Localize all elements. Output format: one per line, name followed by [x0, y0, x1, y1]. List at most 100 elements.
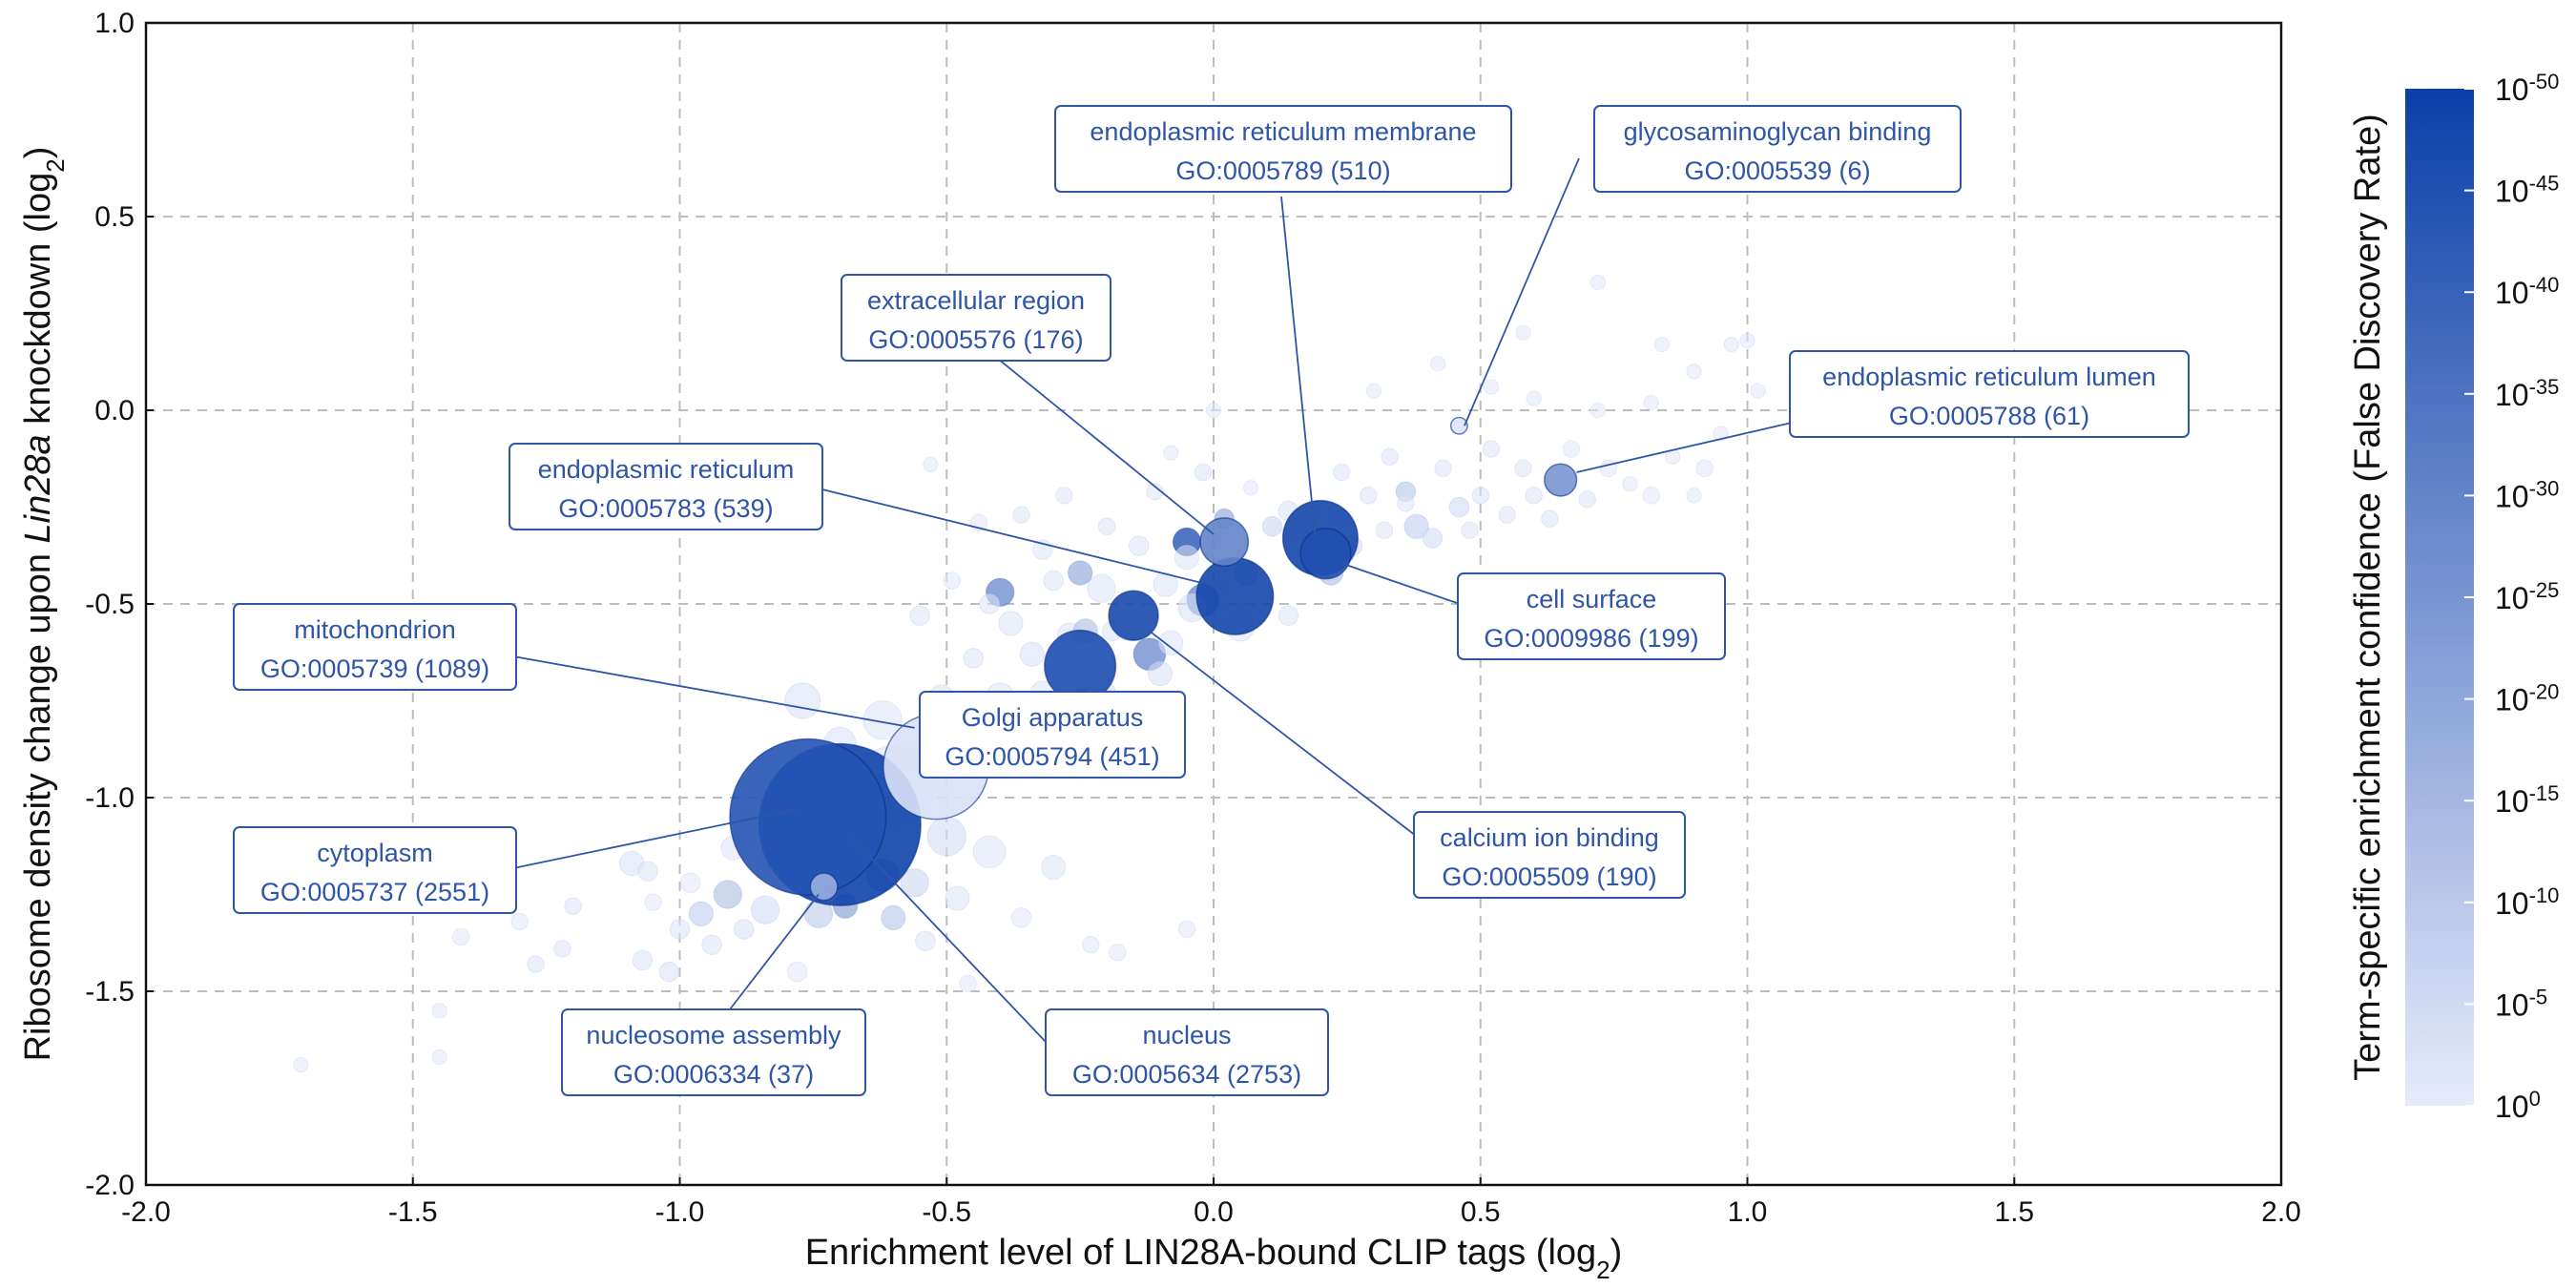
annotation-term-id: GO:0005576 (176)	[868, 325, 1083, 354]
term-bubble	[1153, 571, 1178, 597]
term-bubble	[1158, 630, 1184, 655]
term-bubble	[1097, 517, 1116, 536]
y-axis-ticks: 1.0 0.5 0.0 -0.5 -1.0 -1.5 -2.0	[85, 8, 154, 1201]
annotation-term-id: GO:0005789 (510)	[1175, 156, 1390, 185]
term-bubble	[1589, 402, 1606, 419]
y-tick-label: 0.0	[94, 395, 135, 426]
annotation-term-name: mitochondrion	[294, 615, 456, 644]
annotation-box	[233, 603, 517, 691]
annotated-term-bubble	[1195, 556, 1275, 635]
term-bubble	[632, 949, 654, 971]
term-bubble	[862, 700, 903, 740]
x-tick-label: 1.0	[1728, 1196, 1768, 1228]
term-bubble	[431, 1003, 447, 1019]
annotation-term-id: GO:0009986 (199)	[1484, 624, 1698, 653]
term-bubble	[1643, 394, 1659, 411]
term-bubble	[1055, 487, 1073, 505]
annotated-term-bubble	[809, 872, 839, 902]
bubble-layer	[293, 274, 1766, 1073]
colorbar-bar	[2405, 89, 2474, 1106]
annotated-term-bubble	[1299, 528, 1352, 580]
annotation-term-name: nucleus	[1142, 1021, 1231, 1049]
term-bubble	[1653, 336, 1671, 353]
term-bubble	[527, 955, 545, 973]
term-bubble	[637, 861, 658, 882]
term-bubble	[553, 940, 571, 958]
term-bubble	[943, 571, 962, 590]
colorbar-tick-label: 10-45	[2495, 171, 2559, 209]
term-bubble	[1622, 476, 1638, 492]
term-bubble	[1333, 463, 1351, 482]
term-bubble	[881, 904, 906, 930]
term-bubble	[1562, 440, 1581, 458]
annotated-term-bubble	[729, 737, 887, 896]
term-bubble	[1147, 660, 1174, 687]
term-bubble	[1498, 506, 1516, 524]
annotation-nucleosome-assembly: nucleosome assembly GO:0006334 (37)	[561, 1008, 866, 1096]
term-bubble	[1695, 459, 1714, 478]
annotation-endoplasmic-reticulum-lumen: endoplasmic reticulum lumen GO:0005788 (6…	[1789, 350, 2190, 438]
x-tick-label: 0.0	[1194, 1196, 1234, 1228]
annotation-glycosaminoglycan-binding: glycosaminoglycan binding GO:0005539 (6)	[1593, 105, 1962, 193]
term-bubble	[1461, 521, 1479, 540]
term-bubble	[1526, 390, 1542, 406]
annotation-leaders	[512, 157, 1793, 1043]
term-bubble	[431, 1049, 447, 1066]
annotation-term-id: GO:0005737 (2551)	[260, 878, 489, 906]
annotation-cytoplasm: cytoplasm GO:0005737 (2551)	[233, 826, 517, 914]
annotation-term-name: cell surface	[1527, 585, 1657, 613]
annotation-term-name: endoplasmic reticulum lumen	[1822, 363, 2156, 391]
colorbar-tick-label: 10-20	[2495, 679, 2559, 717]
annotation-box	[1593, 105, 1962, 193]
term-bubble	[900, 868, 929, 898]
x-axis-title: Enrichment level of LIN28A-bound CLIP ta…	[805, 1233, 1623, 1284]
annotation-cell-surface: cell surface GO:0009986 (199)	[1457, 572, 1726, 660]
term-bubble	[1243, 480, 1259, 496]
annotation-calcium-ion-binding: calcium ion binding GO:0005509 (190)	[1413, 811, 1686, 899]
x-tick-label: -1.5	[388, 1196, 438, 1228]
annotation-mitochondrion: mitochondrion GO:0005739 (1089)	[233, 603, 517, 691]
term-bubble	[972, 835, 1007, 869]
term-bubble	[669, 919, 691, 940]
annotation-box	[509, 443, 823, 530]
term-bubble	[1515, 324, 1531, 341]
term-bubble	[926, 816, 966, 857]
term-bubble	[1010, 907, 1032, 928]
annotation-term-name: nucleosome assembly	[586, 1021, 841, 1049]
term-bubble	[909, 605, 931, 626]
term-bubble	[1194, 463, 1213, 482]
term-bubble	[1514, 459, 1532, 478]
term-bubble	[293, 1057, 309, 1073]
annotation-term-name: cytoplasm	[317, 839, 433, 867]
annotation-extracellular-region: extracellular region GO:0005576 (176)	[841, 274, 1111, 362]
term-bubble	[1360, 487, 1378, 505]
annotation-endoplasmic-reticulum: endoplasmic reticulum GO:0005783 (539)	[509, 443, 823, 530]
colorbar-tick-label: 10-25	[2495, 578, 2559, 616]
term-bubble	[1012, 506, 1030, 524]
y-tick-label: -0.5	[85, 589, 135, 620]
annotation-term-id: GO:0005783 (539)	[558, 494, 773, 523]
term-bubble	[1397, 494, 1415, 512]
annotated-term-bubble	[1108, 590, 1159, 641]
term-bubble	[1128, 535, 1150, 556]
term-bubble	[1041, 854, 1067, 881]
annotation-box	[841, 274, 1111, 362]
term-bubble	[1578, 490, 1596, 509]
term-bubble	[1686, 488, 1702, 504]
annotation-leader-line	[1576, 422, 1793, 473]
term-bubble	[1043, 570, 1064, 592]
colorbar-tick-label: 10-5	[2495, 985, 2547, 1023]
term-bubble	[1429, 356, 1446, 372]
y-tick-label: -2.0	[85, 1170, 135, 1201]
annotation-leader-line	[1149, 630, 1417, 837]
annotation-box	[1413, 811, 1686, 899]
term-bubble	[1448, 496, 1470, 518]
annotated-term-bubble	[1449, 416, 1468, 435]
x-axis-ticks: -2.0 -1.5 -1.0 -0.5 0.0 0.5 1.0 1.5 2.0	[121, 1177, 2301, 1228]
term-bubble	[510, 912, 529, 931]
annotation-term-id: GO:0005788 (61)	[1889, 402, 2089, 430]
term-bubble	[1163, 445, 1179, 461]
term-bubble	[1381, 447, 1399, 466]
term-bubble	[1471, 487, 1489, 505]
term-bubble	[1375, 521, 1394, 540]
